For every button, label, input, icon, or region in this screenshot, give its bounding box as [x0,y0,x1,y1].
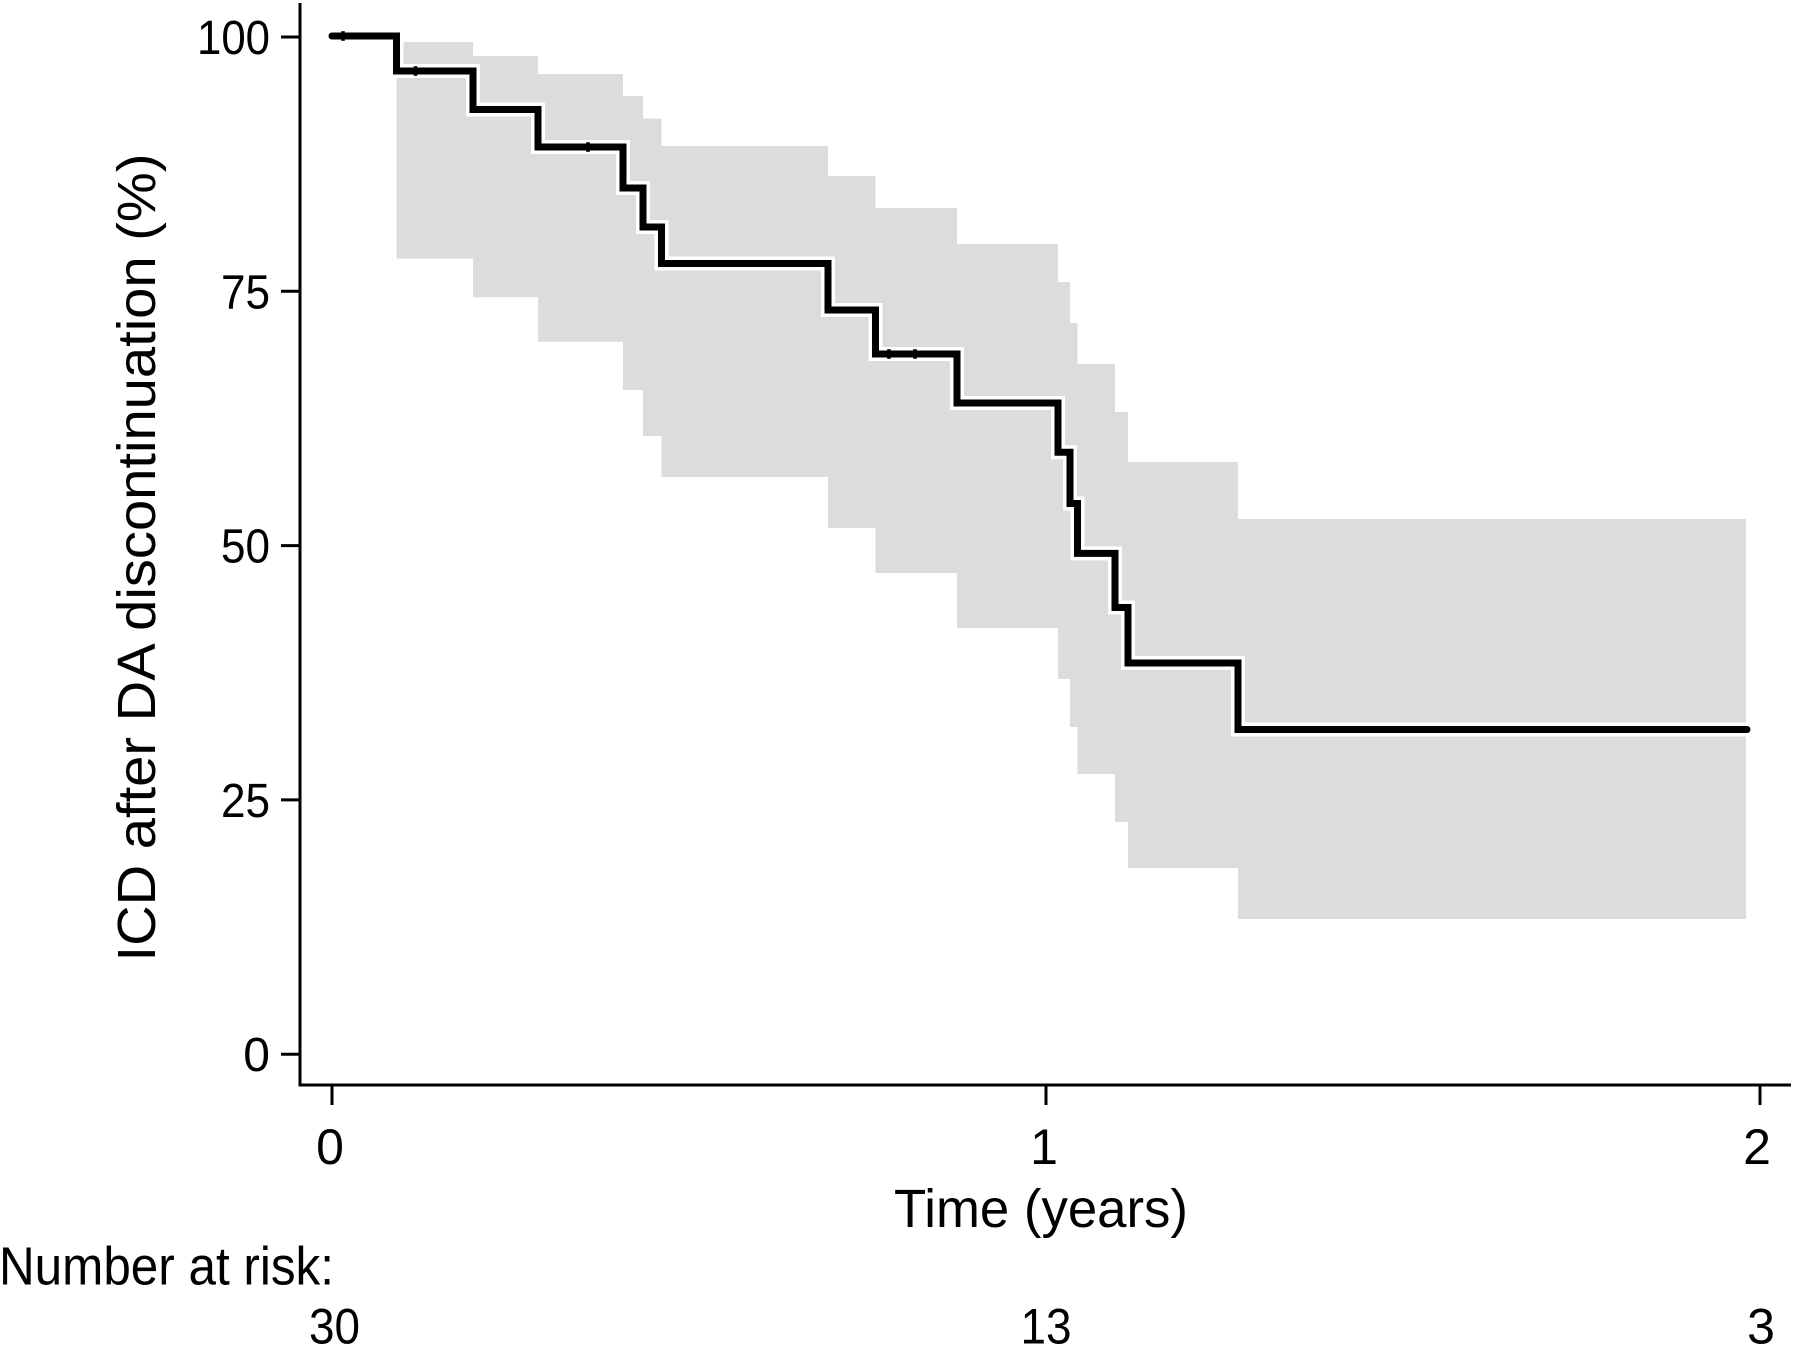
svg-text:Number at risk:: Number at risk: [0,1237,334,1297]
svg-text:0: 0 [243,1029,270,1082]
svg-text:30: 30 [309,1299,360,1346]
svg-text:75: 75 [221,266,270,319]
svg-text:25: 25 [221,775,270,828]
svg-text:ICD after DA discontinuation (: ICD after DA discontinuation (%) [107,154,167,962]
svg-text:0: 0 [316,1119,344,1175]
svg-text:3: 3 [1747,1299,1775,1346]
svg-text:Time (years): Time (years) [894,1179,1188,1239]
svg-text:13: 13 [1021,1299,1072,1346]
svg-text:2: 2 [1743,1119,1771,1175]
svg-text:1: 1 [1030,1119,1058,1175]
svg-text:100: 100 [197,12,270,65]
svg-text:50: 50 [221,521,270,574]
